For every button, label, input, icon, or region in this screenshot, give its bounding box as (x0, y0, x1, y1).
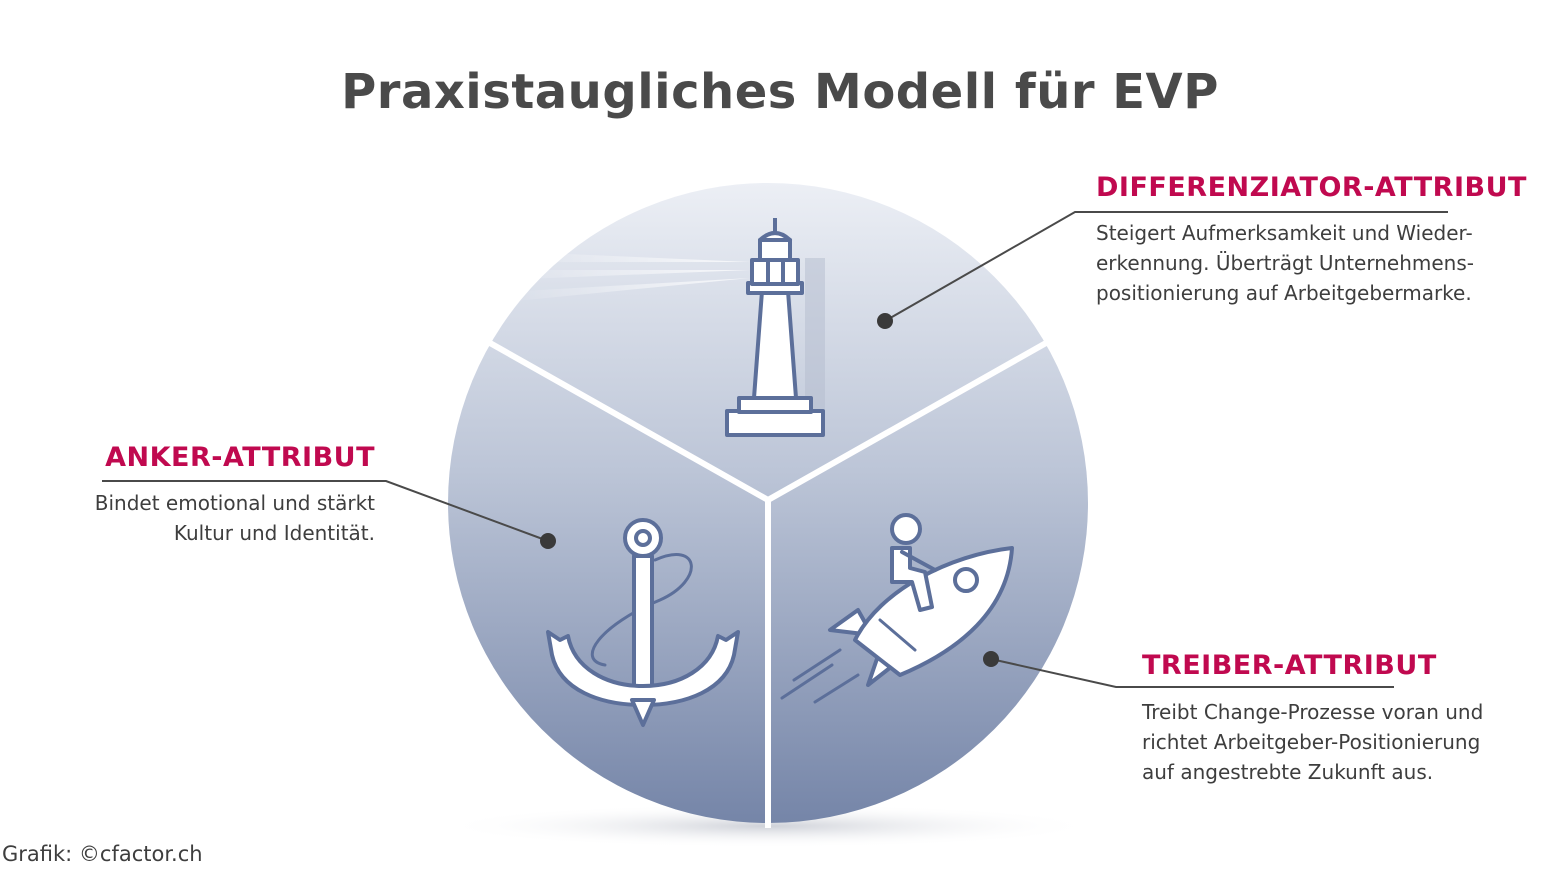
anchor-icon (546, 518, 740, 727)
connector-differenziator (877, 211, 1448, 329)
page-title: Praxistaugliches Modell für EVP (341, 64, 1219, 120)
connector-treiber (983, 651, 1394, 688)
differenziator-line: erkennung. Überträgt Unternehmens- (1096, 251, 1474, 275)
treiber-line: richtet Arbeitgeber-Positionierung (1142, 730, 1481, 754)
connector-anker (102, 480, 556, 549)
differenziator-heading: DIFFERENZIATOR-ATTRIBUT (1096, 172, 1527, 203)
differenziator-description: Steigert Aufmerksamkeit und Wieder- erke… (1096, 218, 1474, 308)
anker-line: Kultur und Identität. (173, 521, 375, 545)
treiber-description: Treibt Change-Prozesse voran und richtet… (1142, 697, 1483, 787)
treiber-heading: TREIBER-ATTRIBUT (1142, 650, 1437, 681)
treiber-line: Treibt Change-Prozesse voran und (1142, 700, 1484, 724)
anker-line: Bindet emotional und stärkt (94, 491, 375, 515)
rocket-rider-icon (780, 513, 1014, 704)
segment-dividers (488, 340, 1048, 828)
anker-description: Bindet emotional und stärkt Kultur und I… (95, 488, 375, 548)
differenziator-line: Steigert Aufmerksamkeit und Wieder- (1096, 221, 1473, 245)
lighthouse-beams (500, 252, 750, 302)
treiber-line: auf angestrebte Zukunft aus. (1142, 760, 1434, 784)
anker-heading: ANKER-ATTRIBUT (105, 442, 375, 473)
differenziator-line: positionierung auf Arbeitgebermarke. (1096, 281, 1472, 305)
lighthouse-icon (725, 218, 825, 437)
graphic-credit: Grafik: ©cfactor.ch (2, 842, 203, 866)
